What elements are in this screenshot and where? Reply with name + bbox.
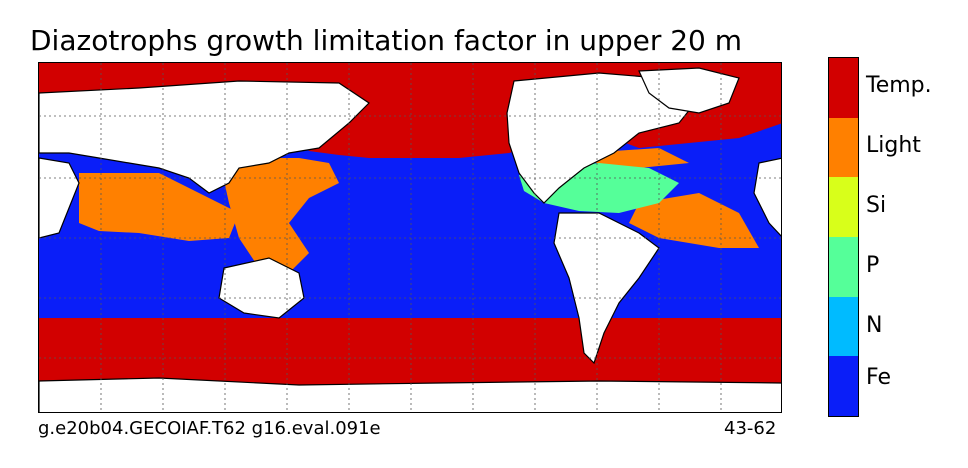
- colorbar-label-fe: Fe: [866, 365, 891, 390]
- atlantic-light-region: [629, 193, 759, 248]
- global-map: [38, 62, 782, 413]
- colorbar-label-n: N: [866, 313, 883, 338]
- years-label: 43-62: [724, 418, 777, 439]
- indo-pacific-light-region: [219, 158, 339, 273]
- eurasia: [39, 80, 370, 194]
- plot-title: Diazotrophs growth limitation factor in …: [30, 24, 743, 57]
- indian-ocean-light-region: [79, 173, 239, 241]
- colorbar-segment-p: [829, 237, 858, 297]
- colorbar-label-light: Light: [866, 133, 921, 158]
- colorbar-segment-temp: [829, 58, 858, 118]
- colorbar-segment-n: [829, 296, 858, 357]
- greenland: [638, 67, 740, 114]
- case-name-label: g.e20b04.GECOIAF.T62 g16.eval.091e: [38, 418, 381, 439]
- map-gridlines: [39, 63, 781, 412]
- africa: [39, 157, 80, 239]
- colorbar-segment-si: [829, 177, 858, 238]
- colorbar: [828, 57, 859, 417]
- colorbar-segment-light: [829, 117, 858, 178]
- colorbar-label-p: P: [866, 253, 880, 278]
- colorbar-label-si: Si: [866, 193, 887, 218]
- colorbar-segment-fe: [829, 356, 858, 417]
- south-america: [553, 212, 660, 365]
- map-canvas: [39, 63, 781, 412]
- antarctica: [39, 377, 781, 412]
- australia: [218, 257, 305, 319]
- africa-east: [753, 157, 781, 237]
- colorbar-labels: Temp. Light Si P N Fe: [866, 57, 966, 417]
- colorbar-label-temp: Temp.: [866, 73, 932, 98]
